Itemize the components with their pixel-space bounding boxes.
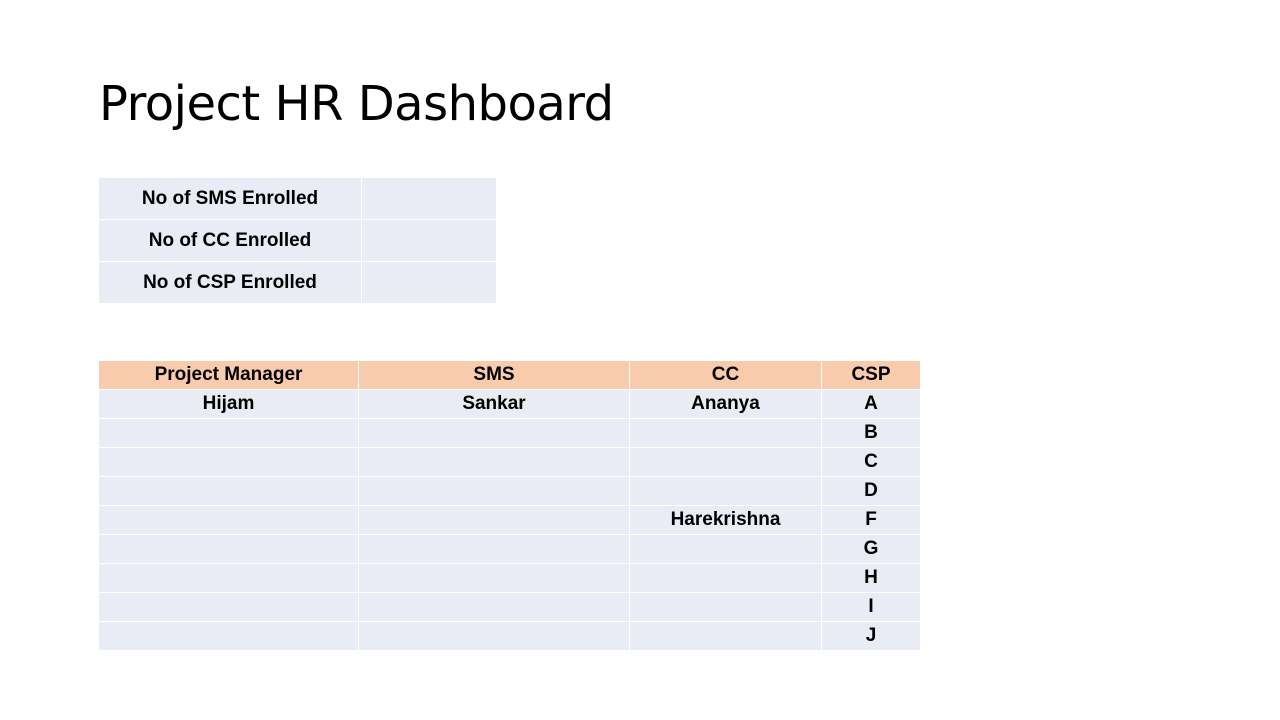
cell-sms [358, 534, 630, 564]
cell-cc [629, 592, 822, 622]
cell-sms [358, 418, 630, 448]
cell-csp: F [821, 505, 920, 535]
header-csp: CSP [821, 361, 920, 390]
cell-cc: Ananya [629, 389, 822, 419]
cell-cc [629, 621, 822, 650]
cell-sms [358, 563, 630, 593]
header-cc: CC [629, 361, 822, 390]
cell-project-manager [99, 592, 359, 622]
cell-sms: Sankar [358, 389, 630, 419]
table-row: I [99, 592, 920, 622]
table-row: D [99, 476, 920, 506]
table-row: J [99, 621, 920, 650]
cell-sms [358, 621, 630, 650]
cell-cc [629, 476, 822, 506]
table-row: H [99, 563, 920, 593]
cell-project-manager [99, 621, 359, 650]
cell-csp: I [821, 592, 920, 622]
summary-value-csp [361, 261, 496, 303]
cell-sms [358, 505, 630, 535]
cell-project-manager: Hijam [99, 389, 359, 419]
summary-label-cc: No of CC Enrolled [99, 219, 362, 262]
cell-project-manager [99, 418, 359, 448]
cell-csp: C [821, 447, 920, 477]
cell-csp: G [821, 534, 920, 564]
cell-project-manager [99, 476, 359, 506]
summary-label-csp: No of CSP Enrolled [99, 261, 362, 303]
cell-cc: Harekrishna [629, 505, 822, 535]
cell-csp: J [821, 621, 920, 650]
cell-sms [358, 476, 630, 506]
summary-value-sms [361, 178, 496, 220]
enrollment-summary-table: No of SMS Enrolled No of CC Enrolled No … [99, 178, 496, 303]
header-project-manager: Project Manager [99, 361, 359, 390]
cell-csp: H [821, 563, 920, 593]
cell-csp: A [821, 389, 920, 419]
cell-cc [629, 534, 822, 564]
cell-cc [629, 447, 822, 477]
cell-project-manager [99, 505, 359, 535]
summary-value-cc [361, 219, 496, 262]
hr-assignment-table: Project Manager SMS CC CSP Hijam Sankar … [99, 361, 920, 650]
cell-project-manager [99, 447, 359, 477]
table-row: G [99, 534, 920, 564]
cell-cc [629, 418, 822, 448]
cell-sms [358, 447, 630, 477]
table-header-row: Project Manager SMS CC CSP [99, 361, 920, 390]
table-row: B [99, 418, 920, 448]
table-row: C [99, 447, 920, 477]
summary-row-sms: No of SMS Enrolled [99, 178, 496, 220]
summary-label-sms: No of SMS Enrolled [99, 178, 362, 220]
page-title: Project HR Dashboard [99, 76, 614, 132]
cell-csp: D [821, 476, 920, 506]
table-row: Harekrishna F [99, 505, 920, 535]
cell-project-manager [99, 563, 359, 593]
cell-csp: B [821, 418, 920, 448]
cell-project-manager [99, 534, 359, 564]
header-sms: SMS [358, 361, 630, 390]
summary-row-csp: No of CSP Enrolled [99, 261, 496, 303]
summary-row-cc: No of CC Enrolled [99, 219, 496, 262]
table-row: Hijam Sankar Ananya A [99, 389, 920, 419]
cell-cc [629, 563, 822, 593]
cell-sms [358, 592, 630, 622]
